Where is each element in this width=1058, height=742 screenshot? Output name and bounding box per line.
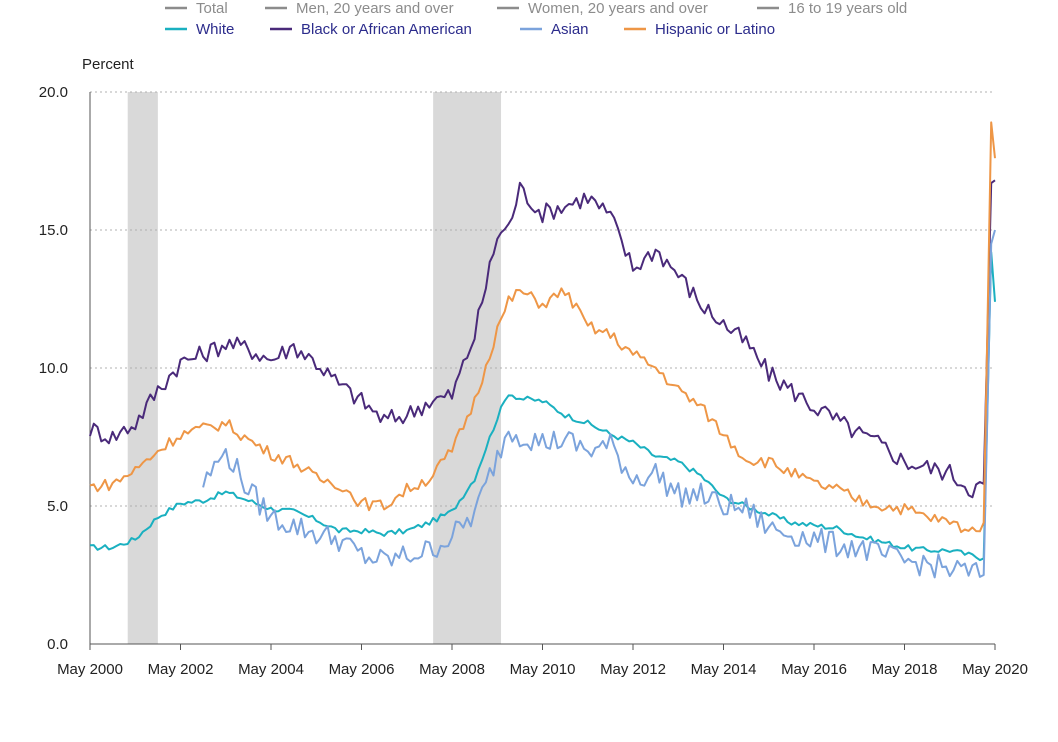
x-tick-label: May 2004 [238,661,304,678]
recession-band-1 [433,92,502,644]
legend-item-asian[interactable]: Asian [551,21,589,38]
x-tick-label: May 2018 [872,661,938,678]
y-tick-label: 0.0 [47,636,68,653]
x-tick-label: May 2002 [148,661,214,678]
y-tick-label: 20.0 [39,84,68,101]
series-line-asian [202,229,996,579]
legend-item-hispanic-or-latino[interactable]: Hispanic or Latino [655,21,775,38]
legend-item-women-20-years-and-over[interactable]: Women, 20 years and over [528,0,708,17]
legend-item-men-20-years-and-over[interactable]: Men, 20 years and over [296,0,454,17]
y-tick-label: 15.0 [39,222,68,239]
series-line-black-or-african-american [89,179,996,499]
x-tick-label: May 2000 [57,661,123,678]
x-tick-label: May 2016 [781,661,847,678]
x-tick-label: May 2006 [329,661,395,678]
legend-item-total[interactable]: Total [196,0,228,17]
y-tick-label: 10.0 [39,360,68,377]
series-line-hispanic-or-latino [89,121,996,534]
recession-band-0 [127,92,158,644]
legend-item-white[interactable]: White [196,21,234,38]
x-tick-label: May 2020 [962,661,1028,678]
x-tick-label: May 2008 [419,661,485,678]
y-axis-label: Percent [82,56,135,73]
y-tick-label: 5.0 [47,498,68,515]
x-tick-label: May 2012 [600,661,666,678]
legend-item-black-or-african-american[interactable]: Black or African American [301,21,472,38]
x-tick-label: May 2010 [510,661,576,678]
legend-item-16-to-19-years-old[interactable]: 16 to 19 years old [788,0,907,17]
x-tick-label: May 2014 [691,661,757,678]
series-line-white [89,251,996,562]
